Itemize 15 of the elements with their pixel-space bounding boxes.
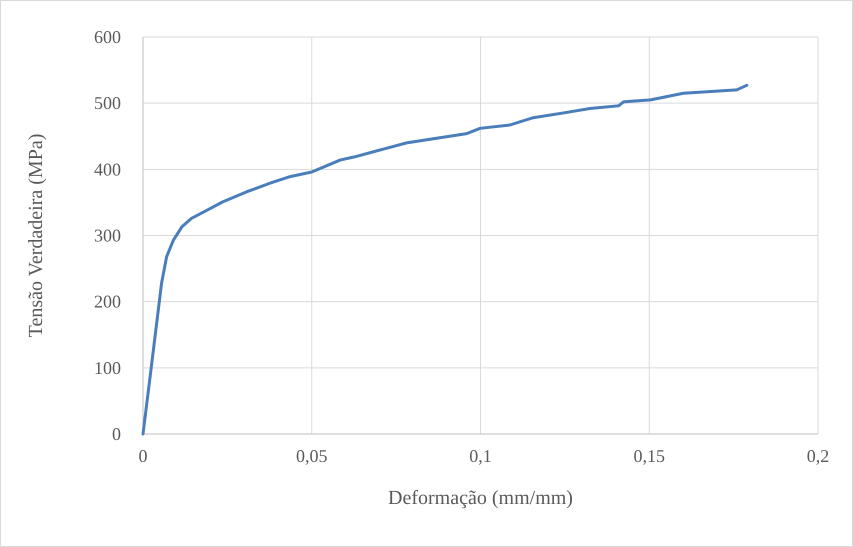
line-series [142, 84, 748, 436]
y-tick-label: 100 [94, 358, 121, 378]
y-tick-label: 600 [94, 27, 121, 47]
x-tick-label: 0,05 [296, 446, 328, 466]
y-tick-label: 500 [94, 93, 121, 114]
y-tick-label: 0 [112, 424, 121, 444]
x-tick-label: 0,1 [469, 446, 492, 466]
x-axis-title: Deformação (mm/mm) [388, 487, 573, 509]
y-axis-title: Tensão Verdadeira (MPa) [25, 134, 47, 338]
y-tick-label: 200 [94, 292, 121, 312]
y-tick-label: 300 [94, 226, 121, 246]
x-tick-label: 0,15 [634, 446, 665, 466]
x-tick-label: 0 [138, 446, 148, 466]
y-tick-label: 400 [94, 159, 121, 180]
x-tick-label: 0,2 [806, 446, 830, 466]
